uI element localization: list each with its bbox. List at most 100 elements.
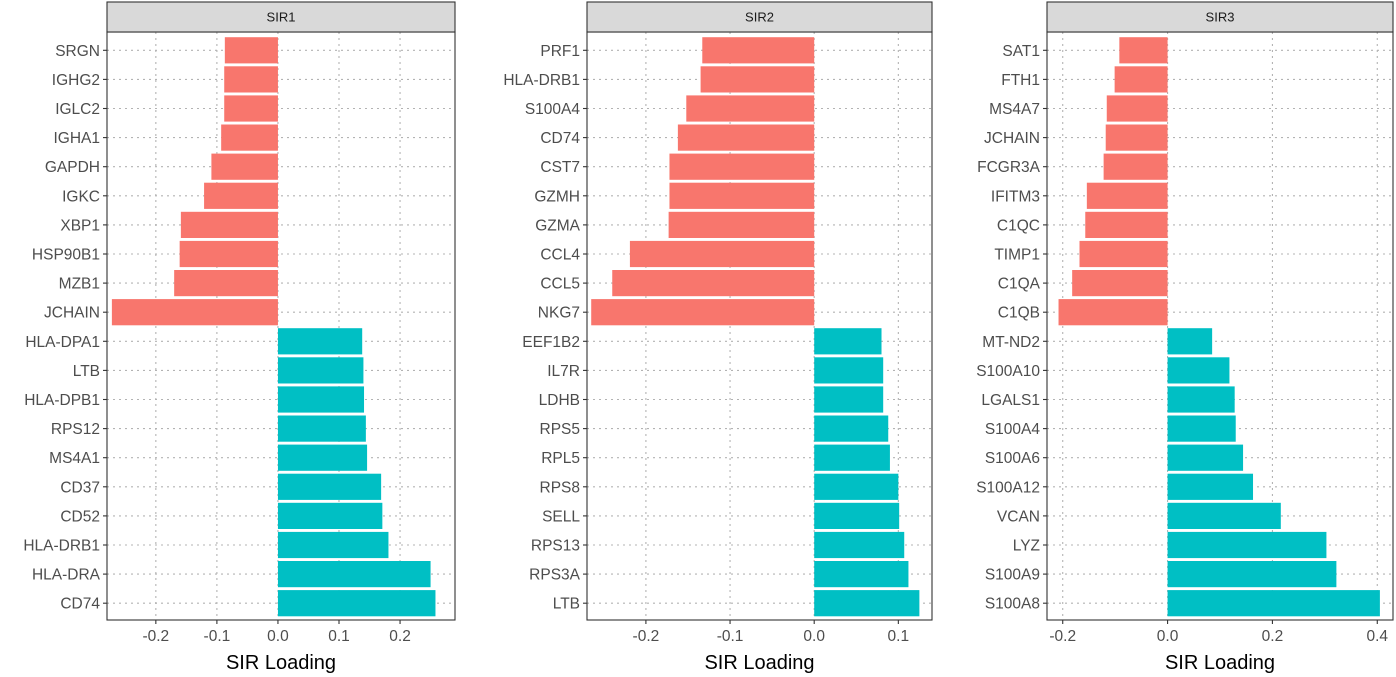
bar-igkc	[204, 182, 278, 209]
bar-s100a12	[1167, 473, 1254, 500]
y-tick-label: CCL5	[540, 276, 580, 293]
y-tick-label: JCHAIN	[44, 305, 100, 322]
y-tick-label: NKG7	[538, 305, 580, 322]
y-tick-label: IGHG2	[52, 72, 100, 89]
y-tick-label: IGKC	[62, 188, 100, 205]
bar-rpl5	[814, 444, 890, 471]
x-tick-label: 0.1	[328, 628, 350, 645]
y-tick-label: CCL4	[540, 247, 580, 264]
bar-s100a4	[1167, 415, 1236, 442]
bar-c1qb	[1058, 299, 1168, 326]
facet-strip	[106, 1, 456, 33]
bar-fcgr3a	[1103, 153, 1168, 180]
bar-prf1	[702, 37, 815, 64]
y-tick-label: CD37	[60, 479, 100, 496]
y-tick-label: CST7	[540, 159, 580, 176]
bar-c1qa	[1072, 270, 1168, 297]
x-tick-label: 0.1	[888, 628, 910, 645]
x-tick-label: -0.2	[1049, 628, 1076, 645]
panel-sir3: SIR3 SAT1 FTH1 MS4A7 JCHAIN FCGR3A IFITM3 C1QC T…	[976, 1, 1394, 674]
y-tick-label: S100A8	[985, 596, 1040, 613]
y-tick-label: PRF1	[540, 43, 580, 60]
bar-lyz	[1167, 531, 1327, 559]
bar-s100a10	[1167, 357, 1230, 384]
y-tick-label: CD52	[60, 508, 100, 525]
y-tick-label: XBP1	[60, 217, 100, 234]
y-tick-label: FCGR3A	[977, 159, 1041, 176]
y-tick-label: C1QB	[998, 305, 1040, 322]
bar-ltb	[814, 590, 920, 617]
facet-strip	[1046, 1, 1394, 33]
bar-nkg7	[591, 299, 815, 326]
x-tick-label: 0.2	[389, 628, 411, 645]
facet-title: SIR2	[745, 10, 774, 25]
bar-ccl5	[612, 270, 815, 297]
x-tick-label: -0.2	[633, 628, 660, 645]
bar-hla-drb1	[700, 66, 815, 93]
y-tick-label: GAPDH	[45, 159, 100, 176]
bar-cd74	[677, 124, 815, 151]
y-tick-label: S100A12	[976, 479, 1040, 496]
bar-ms4a1	[277, 444, 368, 471]
bar-ighg2	[224, 66, 278, 93]
bar-hsp90b1	[179, 240, 278, 268]
y-tick-label: RPS5	[540, 421, 581, 438]
y-tick-label: S100A4	[985, 421, 1041, 438]
y-tick-label: GZMH	[534, 188, 580, 205]
x-tick-label: 0.4	[1366, 628, 1388, 645]
y-tick-label: RPS8	[540, 479, 581, 496]
y-tick-label: IGLC2	[55, 101, 100, 118]
y-tick-label: S100A9	[985, 567, 1040, 584]
bar-s100a4	[686, 95, 815, 122]
x-tick-label: -0.1	[717, 628, 744, 645]
y-tick-label: S100A6	[985, 450, 1040, 467]
bar-hla-dpb1	[277, 386, 365, 413]
bar-rps13	[814, 531, 905, 559]
x-tick-label: 0.0	[267, 628, 289, 645]
y-tick-label: HLA-DRA	[32, 567, 101, 584]
bar-timp1	[1079, 240, 1168, 268]
x-tick-label: 0.0	[803, 628, 825, 645]
y-tick-label: RPS3A	[529, 567, 580, 584]
y-tick-label: MS4A1	[49, 450, 100, 467]
bar-ltb	[277, 357, 364, 384]
y-tick-label: HLA-DPB1	[24, 392, 100, 409]
y-tick-label: VCAN	[997, 508, 1040, 525]
bar-cst7	[669, 153, 815, 180]
bar-rps3a	[814, 561, 909, 588]
bar-s100a8	[1167, 590, 1380, 617]
y-tick-label: EEF1B2	[522, 334, 580, 351]
bar-jchain	[1105, 124, 1168, 151]
x-tick-label: 0.2	[1262, 628, 1284, 645]
y-tick-label: JCHAIN	[984, 130, 1040, 147]
y-tick-label: HSP90B1	[32, 247, 100, 264]
bar-ms4a7	[1106, 95, 1168, 122]
plot-area	[107, 32, 455, 620]
x-tick-label: -0.2	[142, 628, 169, 645]
bar-ccl4	[629, 240, 815, 268]
bar-vcan	[1167, 502, 1281, 529]
y-tick-label: CD74	[540, 130, 580, 147]
facet-strip	[586, 1, 933, 33]
y-tick-label: IL7R	[547, 363, 580, 380]
y-tick-label: LTB	[73, 363, 100, 380]
x-axis-title: SIR Loading	[1165, 652, 1275, 674]
bar-cd52	[277, 502, 383, 529]
y-tick-label: MZB1	[59, 276, 100, 293]
x-axis-title: SIR Loading	[704, 652, 814, 674]
y-tick-label: MT-ND2	[982, 334, 1040, 351]
bar-cd74	[277, 590, 436, 617]
facet-title: SIR1	[267, 10, 296, 25]
bar-sat1	[1119, 37, 1168, 64]
bar-hla-drb1	[277, 531, 389, 559]
bar-mzb1	[174, 270, 278, 297]
bar-jchain	[111, 299, 278, 326]
bar-lgals1	[1167, 386, 1235, 413]
y-tick-label: S100A10	[976, 363, 1040, 380]
y-tick-label: HLA-DRB1	[503, 72, 580, 89]
bar-cd37	[277, 473, 382, 500]
bar-fth1	[1114, 66, 1168, 93]
bar-s100a6	[1167, 444, 1244, 471]
bar-rps8	[814, 473, 899, 500]
bar-il7r	[814, 357, 884, 384]
